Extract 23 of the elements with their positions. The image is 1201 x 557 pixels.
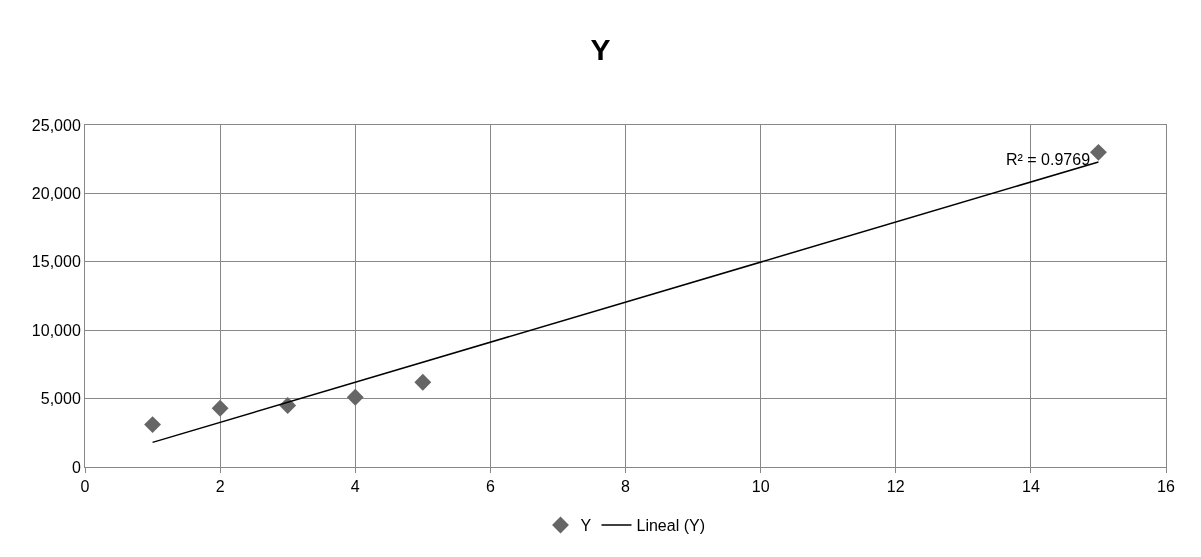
- x-tick-label: 16: [1157, 478, 1175, 496]
- y-tick-label: 5,000: [40, 390, 81, 408]
- point: [144, 416, 162, 434]
- annotation: R² = 0.9769: [1006, 151, 1091, 168]
- legend-label: Y: [580, 517, 592, 535]
- point: [211, 399, 229, 417]
- chart-title: Y: [590, 32, 611, 66]
- y-tick-label: 10,000: [31, 321, 81, 339]
- y-tick-label: 0: [71, 458, 81, 476]
- y-tick-label: 25,000: [31, 116, 81, 134]
- x-tick-label: 10: [751, 478, 770, 496]
- x-tick-label: 14: [1021, 478, 1040, 496]
- x-tick-label: 8: [621, 478, 631, 496]
- point: [1089, 143, 1107, 161]
- x-tick-label: 4: [350, 478, 360, 496]
- legend-label: Lineal (Y): [636, 517, 705, 535]
- x-tick-label: 6: [485, 478, 495, 496]
- point: [346, 388, 364, 406]
- point: [414, 373, 432, 391]
- y-tick-label: 15,000: [31, 253, 81, 271]
- x-tick-label: 12: [886, 478, 905, 496]
- y-tick-label: 20,000: [31, 185, 81, 202]
- x-tick-label: 2: [215, 478, 225, 496]
